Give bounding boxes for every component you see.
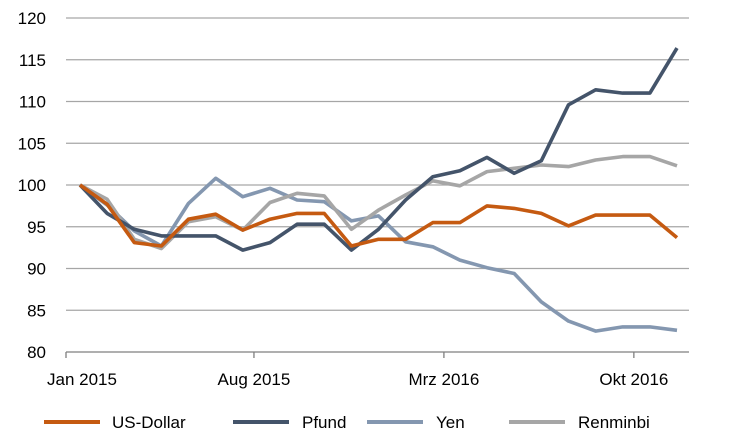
y-tick-label: 90 [27,260,46,279]
x-tick-label: Mrz 2016 [408,370,479,389]
x-axis-tick-labels: Jan 2015 Aug 2015 Mrz 2016 Okt 2016 [47,370,668,389]
x-tick-label: Aug 2015 [218,370,291,389]
y-axis-tick-labels: 80 85 90 95 100 105 110 115 120 [18,9,46,362]
y-tick-label: 115 [19,51,46,70]
y-tick-label: 110 [19,93,46,112]
y-tick-label: 105 [18,134,46,153]
y-tick-label: 120 [18,9,46,28]
legend-label-yen: Yen [436,413,465,432]
legend-label-pfund: Pfund [302,413,346,432]
legend-label-us-dollar: US-Dollar [112,413,186,432]
legend-label-renminbi: Renminbi [578,413,650,432]
y-tick-label: 95 [27,218,46,237]
y-tick-label: 85 [27,301,46,320]
x-axis [65,351,689,358]
gridlines [66,17,689,311]
y-tick-label: 80 [27,343,46,362]
y-tick-label: 100 [18,176,46,195]
x-tick-label: Jan 2015 [47,370,117,389]
series-line-us-dollar [78,183,679,248]
series-line-yen [78,176,678,333]
series-line-pfund [78,47,679,252]
series-lines [78,47,679,333]
x-tick-label: Okt 2016 [599,370,668,389]
legend: US-Dollar Pfund Yen Renminbi [44,413,650,432]
